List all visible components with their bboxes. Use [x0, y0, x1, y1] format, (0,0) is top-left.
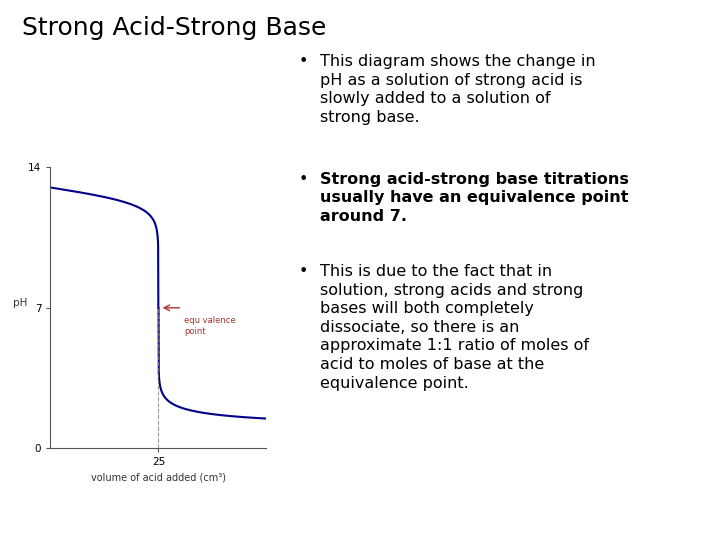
X-axis label: volume of acid added (cm³): volume of acid added (cm³) [91, 473, 226, 483]
Text: This is due to the fact that in
solution, strong acids and strong
bases will bot: This is due to the fact that in solution… [320, 264, 590, 390]
Y-axis label: pH: pH [13, 298, 27, 308]
Text: Strong acid-strong base titrations
usually have an equivalence point
around 7.: Strong acid-strong base titrations usual… [320, 172, 629, 224]
Text: This diagram shows the change in
pH as a solution of strong acid is
slowly added: This diagram shows the change in pH as a… [320, 54, 596, 125]
Text: •: • [299, 264, 308, 279]
Text: equ valence
point: equ valence point [184, 316, 236, 336]
Text: •: • [299, 54, 308, 69]
Text: Strong Acid-Strong Base: Strong Acid-Strong Base [22, 16, 326, 40]
Text: •: • [299, 172, 308, 187]
